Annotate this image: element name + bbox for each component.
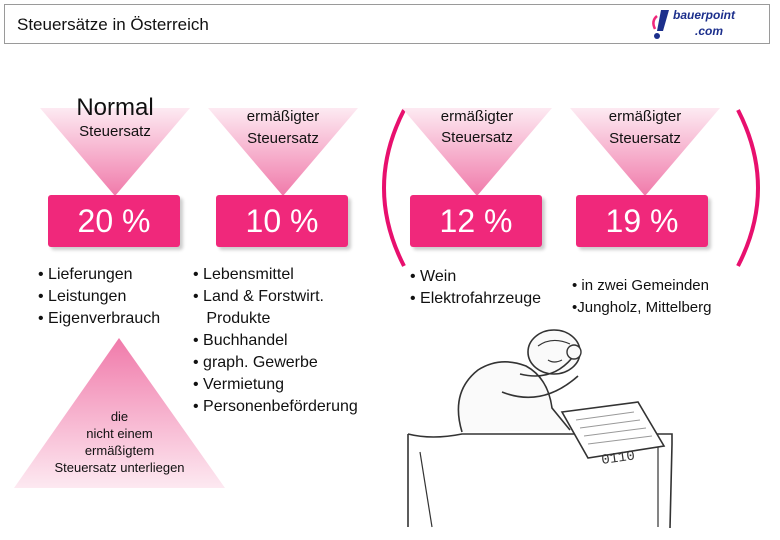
- list-item: • Elektrofahrzeuge: [410, 290, 542, 307]
- man-mouth: [547, 359, 563, 363]
- col1-heading: Normal: [76, 94, 154, 121]
- man-body: [457, 361, 571, 433]
- col2-list: • Lebensmittel • Land & Forstwirt. Produ…: [193, 264, 358, 418]
- down-triangle-icon: [208, 108, 358, 196]
- triangle-col3: [402, 108, 552, 198]
- list-item: • in zwei Gemeinden: [572, 277, 709, 294]
- man-arm: [519, 357, 573, 377]
- triangle-col4: [570, 108, 720, 198]
- list-item: • graph. Gewerbe: [193, 354, 318, 371]
- man-hand: [566, 344, 582, 360]
- down-triangle-icon: [570, 108, 720, 196]
- pyramid-note-line: ermäßigtem: [84, 443, 155, 458]
- col4-heading-block: ermäßigter Steuersatz: [570, 108, 720, 147]
- book-text: 0110: [600, 448, 636, 469]
- pyramid-note: die nicht einem ermäßigtem Steuersatz un…: [12, 408, 227, 476]
- left-parenthesis-icon: [382, 109, 406, 267]
- col4-subheading: Steuersatz: [609, 130, 681, 147]
- rate-col3: 12 %: [410, 195, 542, 247]
- book-line: [579, 419, 641, 429]
- col1-subheading: Steuersatz: [79, 123, 151, 140]
- rate-normal: 20 %: [48, 195, 180, 247]
- logo-text: bauerpoint: [673, 8, 735, 22]
- col1-list: • Lieferungen • Leistungen • Eigenverbra…: [38, 264, 160, 330]
- col2-heading-block: ermäßigter Steuersatz: [208, 108, 358, 147]
- list-item: Produkte: [193, 310, 271, 327]
- man-arm: [501, 375, 579, 399]
- rate-col2: 10 %: [216, 195, 348, 247]
- list-item: •Jungholz, Mittelberg: [572, 299, 712, 316]
- bauerpoint-logo[interactable]: bauerpoint .com: [649, 7, 759, 43]
- list-item: • Eigenverbrauch: [38, 310, 161, 327]
- open-book: [560, 401, 666, 459]
- list-item: • Buchhandel: [193, 332, 288, 349]
- list-item: • Lieferungen: [38, 266, 133, 283]
- down-triangle-icon: [402, 108, 552, 196]
- list-item: • Leistungen: [38, 288, 127, 305]
- book-line: [583, 427, 647, 437]
- page-title: Steuersätze in Österreich: [17, 15, 209, 34]
- col2-heading: ermäßigter: [246, 108, 320, 125]
- pyramid-shape-icon: [14, 338, 225, 488]
- pyramid-note-line: nicht einem: [86, 426, 153, 441]
- col2-subheading: Steuersatz: [247, 130, 319, 147]
- list-item: • Personenbeförderung: [193, 398, 358, 415]
- book-line: [575, 411, 635, 421]
- man-brow: [537, 339, 571, 347]
- col4-heading: ermäßigter: [608, 108, 682, 125]
- list-item: • Wein: [410, 268, 457, 285]
- list-item: • Land & Forstwirt.: [193, 288, 324, 305]
- right-parenthesis-icon: [736, 109, 760, 267]
- down-triangle-icon: [40, 108, 190, 196]
- list-item: • Vermietung: [193, 376, 284, 393]
- logo-domain: .com: [695, 24, 724, 38]
- book-line: [587, 435, 653, 445]
- col3-subheading: Steuersatz: [441, 129, 513, 146]
- pyramid-note-line: die: [110, 409, 129, 424]
- pyramid: [12, 338, 227, 495]
- despair-illustration: 0110: [407, 329, 673, 529]
- desk-leg: [419, 451, 433, 528]
- logo-mark-icon: [652, 10, 669, 39]
- col1-heading-block: Normal Steuersatz: [40, 94, 190, 140]
- list-item: • Lebensmittel: [193, 266, 294, 283]
- pyramid-note-line: Steuersatz unterliegen: [54, 460, 185, 475]
- col3-heading: ermäßigter: [440, 108, 514, 125]
- triangle-normal: [40, 108, 190, 198]
- col3-heading-block: ermäßigter Steuersatz: [402, 108, 552, 146]
- title-bar: Steuersätze in Österreich bauerpoint .co…: [4, 4, 770, 44]
- col4-list: • in zwei Gemeinden •Jungholz, Mittelber…: [572, 275, 712, 319]
- triangle-col2: [208, 108, 358, 198]
- col3-list: • Wein • Elektrofahrzeuge: [410, 266, 541, 310]
- rate-col4: 19 %: [576, 195, 708, 247]
